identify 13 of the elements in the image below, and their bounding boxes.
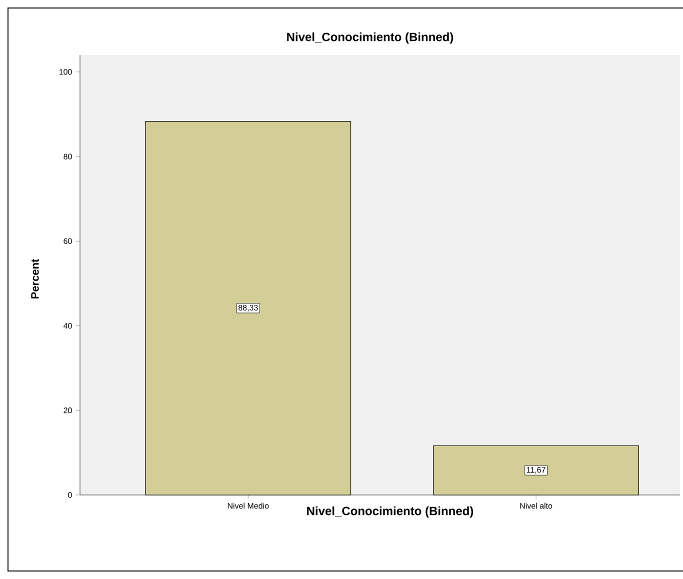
data-label: 88,33: [238, 304, 258, 312]
y-tick-label: 100: [59, 69, 72, 75]
y-tick-label: 40: [63, 322, 72, 329]
y-tick-label: 0: [68, 492, 72, 498]
x-tick-label: Nivel Medio: [228, 502, 269, 509]
y-tick-label: 20: [64, 408, 72, 414]
y-tick-label: 80: [64, 154, 72, 160]
y-tick-label: 60: [64, 238, 72, 244]
x-tick-label: Nivel alto: [520, 502, 552, 509]
x-axis-title: Nivel_Conocimiento (Binned): [307, 506, 474, 518]
chart-title: Nivel_Conocimiento (Binned): [287, 32, 454, 44]
data-label: 11,67: [526, 467, 546, 474]
y-axis-title: Percent: [31, 258, 39, 298]
